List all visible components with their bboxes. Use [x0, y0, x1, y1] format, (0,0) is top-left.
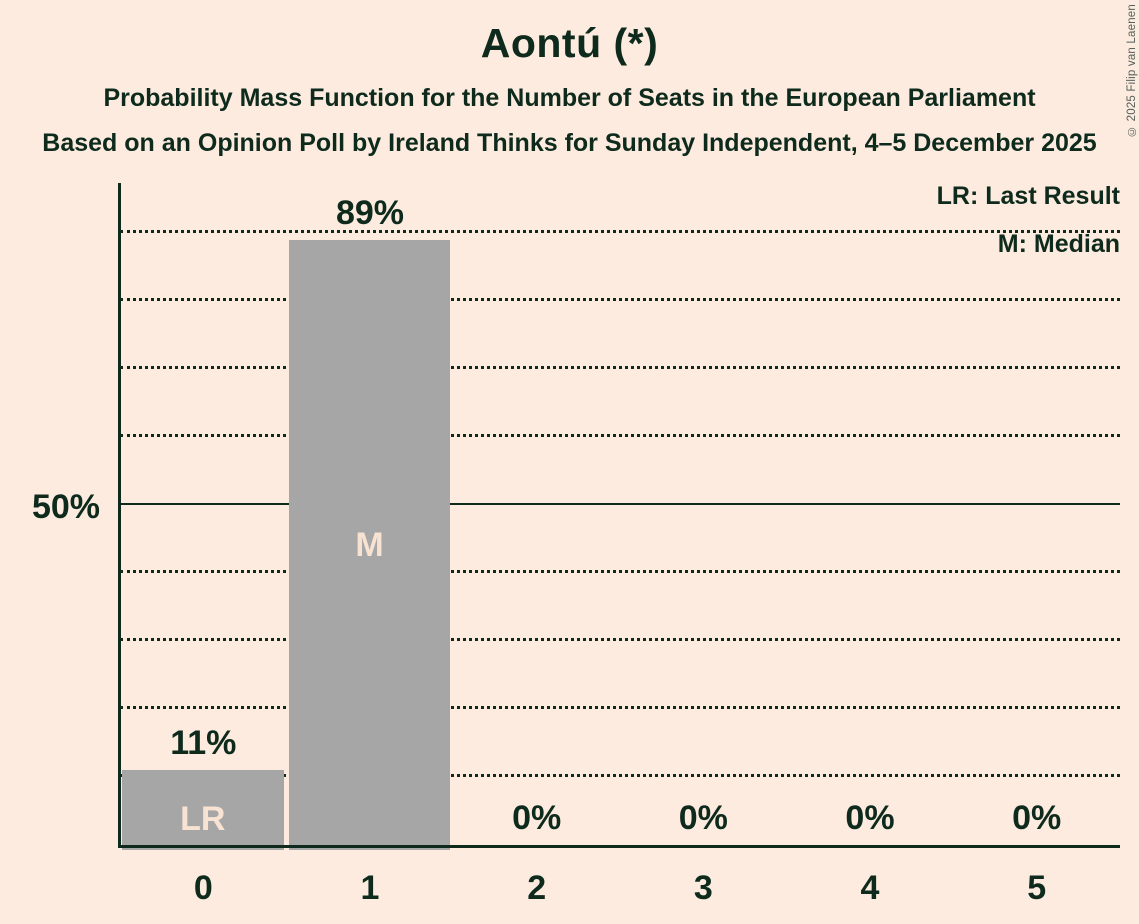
- legend: LR: Last Result M: Median: [937, 181, 1120, 259]
- gridline-70pct: [120, 366, 1120, 369]
- x-axis-line: [118, 845, 1120, 848]
- value-label-seats-4: 0%: [845, 799, 895, 837]
- gridline-50pct: [120, 503, 1120, 505]
- column-seats-5: 0%: [953, 165, 1120, 845]
- bar-seats-1: M: [288, 239, 451, 850]
- gridline-20pct: [120, 706, 1120, 709]
- value-label-seats-5: 0%: [1012, 799, 1062, 837]
- gridline-60pct: [120, 434, 1120, 437]
- gridline-80pct: [120, 298, 1120, 301]
- legend-median: M: Median: [997, 230, 1120, 258]
- x-tick-1: 1: [360, 869, 380, 907]
- plot-area: LR: Last Result M: Median LR 11% 0 M 89% 1 0% 2…: [118, 165, 1120, 907]
- x-tick-2: 2: [527, 869, 547, 907]
- copyright-notice: © 2025 Filip van Laenen: [1126, 4, 1138, 137]
- x-tick-4: 4: [860, 869, 880, 907]
- legend-last-result: LR: Last Result: [936, 182, 1120, 210]
- value-label-seats-1: 89%: [335, 193, 405, 232]
- x-tick-5: 5: [1027, 869, 1047, 907]
- chart-title: Aontú (*): [480, 20, 659, 66]
- column-seats-3: 0%: [620, 165, 787, 845]
- bar-annotation-m: M: [355, 525, 384, 564]
- y-axis-50-label: 50%: [31, 488, 100, 526]
- gridline-90pct: [120, 230, 1120, 233]
- value-label-seats-0: 11%: [170, 724, 237, 763]
- gridline-30pct: [120, 638, 1120, 641]
- column-seats-1: M 89%: [287, 165, 454, 850]
- x-tick-0: 0: [193, 869, 213, 907]
- column-seats-2: 0%: [453, 165, 620, 845]
- column-seats-4: 0%: [787, 165, 954, 845]
- gridline-40pct: [120, 570, 1120, 573]
- y-axis-line: [118, 183, 121, 848]
- x-tick-3: 3: [693, 869, 713, 907]
- value-label-seats-2: 0%: [512, 799, 562, 837]
- chart-subtitle-source: Based on an Opinion Poll by Ireland Thin…: [42, 129, 1097, 157]
- gridline-10pct: [120, 774, 1120, 777]
- chart-header: Aontú (*) Probability Mass Function for …: [0, 0, 1139, 158]
- chart-subtitle: Probability Mass Function for the Number…: [103, 84, 1036, 112]
- value-label-seats-3: 0%: [678, 799, 728, 837]
- bar-annotation-lr: LR: [180, 800, 226, 838]
- column-seats-0: LR 11%: [120, 165, 287, 850]
- bar-seats-0: LR: [122, 770, 284, 850]
